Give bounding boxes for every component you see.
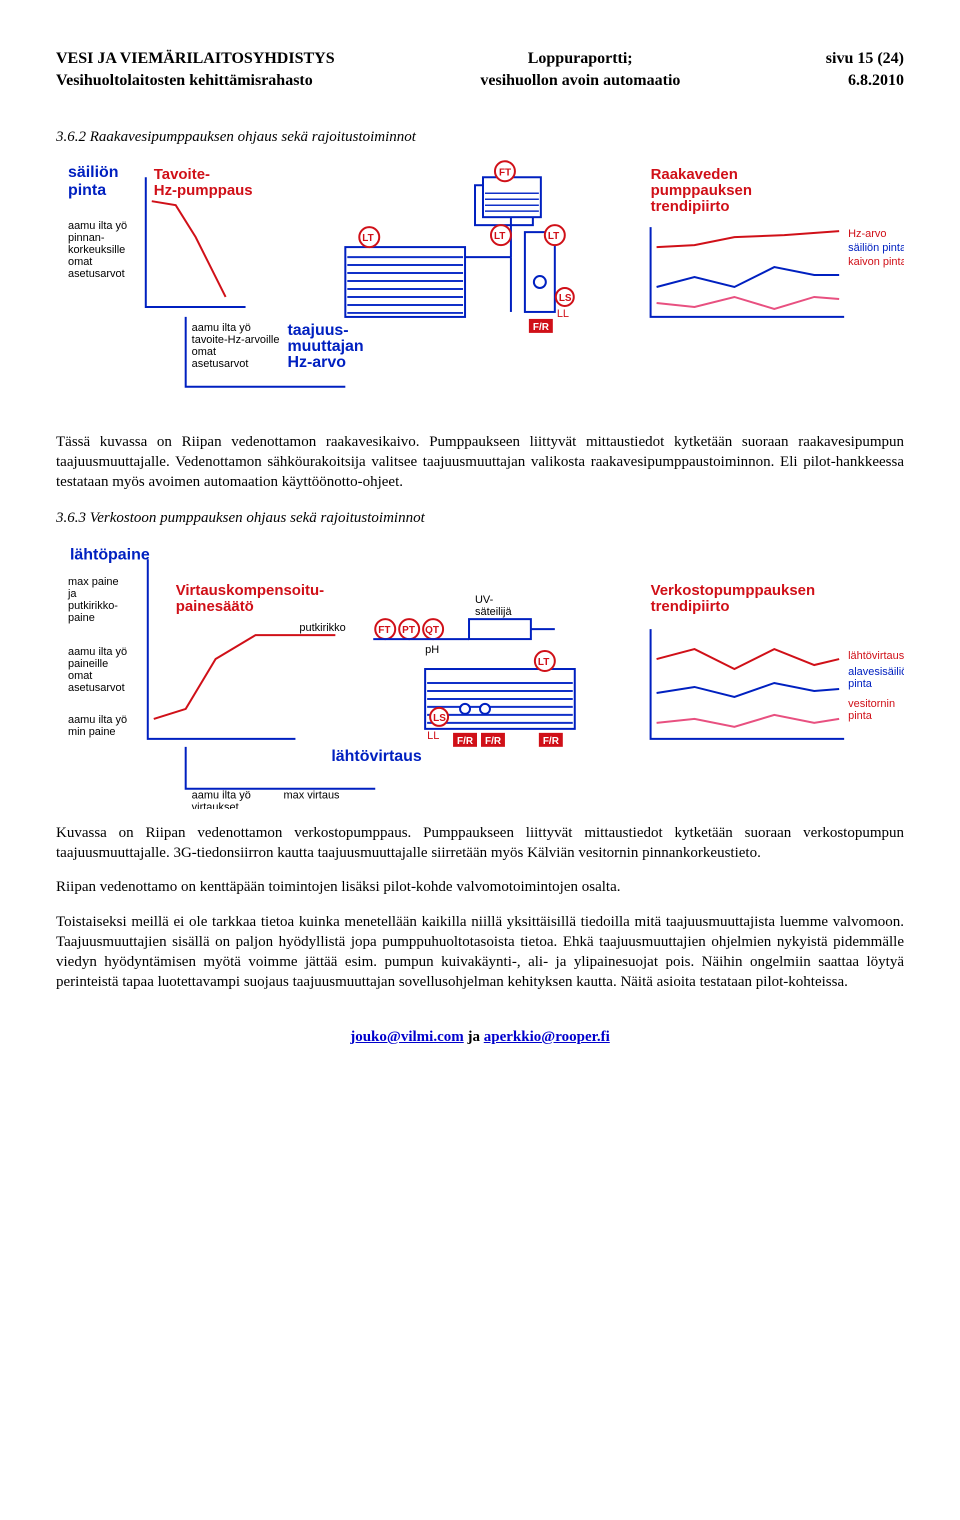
svg-text:FT: FT bbox=[499, 168, 511, 179]
svg-text:F/R: F/R bbox=[457, 736, 473, 747]
svg-text:säiliön pinta: säiliön pinta bbox=[848, 243, 904, 255]
svg-text:alavesisäiliönpinta: alavesisäiliönpinta bbox=[848, 666, 904, 690]
svg-text:aamu ilta yöpaineilleomatasetu: aamu ilta yöpaineilleomatasetusarvot bbox=[68, 646, 127, 694]
para-s2-3: Toistaiseksi meillä ei ole tarkkaa tieto… bbox=[56, 912, 904, 993]
svg-text:PT: PT bbox=[402, 625, 415, 636]
svg-text:LL: LL bbox=[427, 730, 439, 742]
footer-mid: ja bbox=[464, 1029, 484, 1045]
svg-text:FT: FT bbox=[378, 625, 390, 636]
page-num: sivu 15 (24) bbox=[826, 48, 904, 70]
para-s2-1: Kuvassa on Riipan vedenottamon verkostop… bbox=[56, 823, 904, 864]
diagram-network-pump: lähtöpaine max painejaputkirikko-paine a… bbox=[56, 539, 904, 815]
svg-text:pH: pH bbox=[425, 644, 439, 656]
svg-text:UV-säteilijä: UV-säteilijä bbox=[475, 594, 512, 618]
svg-text:LS: LS bbox=[433, 713, 446, 724]
svg-text:LT: LT bbox=[362, 234, 373, 245]
svg-text:lähtövirtaus: lähtövirtaus bbox=[848, 650, 904, 662]
svg-text:Hz-arvo: Hz-arvo bbox=[848, 229, 886, 241]
svg-text:Tavoite-Hz-pumppaus: Tavoite-Hz-pumppaus bbox=[154, 167, 253, 200]
svg-text:Verkostopumppauksentrendipiirt: Verkostopumppauksentrendipiirto bbox=[651, 582, 816, 615]
footer: jouko@vilmi.com ja aperkkio@rooper.fi bbox=[56, 1027, 904, 1047]
svg-text:aamu ilta yömin paine: aamu ilta yömin paine bbox=[68, 714, 127, 738]
header-row-1: VESI JA VIEMÄRILAITOSYHDISTYS Loppurapor… bbox=[56, 48, 904, 70]
doc-date: 6.8.2010 bbox=[848, 70, 904, 92]
svg-text:lähtövirtaus: lähtövirtaus bbox=[331, 747, 422, 764]
email-link-1[interactable]: jouko@vilmi.com bbox=[350, 1029, 464, 1045]
doc-sub: vesihuollon avoin automaatio bbox=[480, 70, 680, 92]
section-title-1: 3.6.2 Raakavesipumppauksen ohjaus sekä r… bbox=[56, 127, 904, 147]
org-name: VESI JA VIEMÄRILAITOSYHDISTYS bbox=[56, 48, 335, 70]
svg-text:lähtöpaine: lähtöpaine bbox=[70, 546, 150, 563]
svg-text:F/R: F/R bbox=[485, 736, 501, 747]
para-s2-2: Riipan vedenottamo on kenttäpään toimint… bbox=[56, 877, 904, 897]
org-sub: Vesihuoltolaitosten kehittämisrahasto bbox=[56, 70, 313, 92]
svg-text:aamu ilta yöpinnan-korkeuksill: aamu ilta yöpinnan-korkeuksilleomatasetu… bbox=[68, 221, 127, 281]
svg-text:LT: LT bbox=[548, 232, 559, 243]
svg-text:LL: LL bbox=[557, 308, 569, 320]
doc-title: Loppuraportti; bbox=[528, 48, 633, 70]
svg-text:Raakavedenpumppauksentrendipii: Raakavedenpumppauksentrendipiirto bbox=[651, 167, 752, 216]
svg-text:kaivon pinta: kaivon pinta bbox=[848, 256, 904, 268]
svg-text:Virtauskompensoitu-painesäätö: Virtauskompensoitu-painesäätö bbox=[176, 582, 324, 615]
svg-text:LS: LS bbox=[559, 293, 572, 304]
svg-text:aamu ilta yövirtaukset: aamu ilta yövirtaukset bbox=[192, 789, 251, 808]
svg-text:taajuus-muuttajanHz-arvo: taajuus-muuttajanHz-arvo bbox=[287, 322, 363, 371]
email-link-2[interactable]: aperkkio@rooper.fi bbox=[484, 1029, 610, 1045]
svg-text:QT: QT bbox=[425, 625, 439, 636]
svg-text:aamu ilta yötavoite-Hz-arvoill: aamu ilta yötavoite-Hz-arvoilleomatasetu… bbox=[192, 322, 280, 370]
svg-text:vesitorninpinta: vesitorninpinta bbox=[848, 698, 895, 722]
svg-text:säiliönpinta: säiliönpinta bbox=[68, 165, 119, 200]
svg-text:putkirikko: putkirikko bbox=[299, 622, 345, 634]
svg-text:F/R: F/R bbox=[543, 736, 559, 747]
svg-text:LT: LT bbox=[494, 232, 505, 243]
diagram-raw-water: säiliönpinta aamu ilta yöpinnan-korkeuks… bbox=[56, 157, 904, 423]
svg-text:max painejaputkirikko-paine: max painejaputkirikko-paine bbox=[67, 576, 119, 624]
section-title-2: 3.6.3 Verkostoon pumppauksen ohjaus sekä… bbox=[56, 508, 904, 528]
svg-text:max virtaus: max virtaus bbox=[283, 789, 340, 801]
svg-text:F/R: F/R bbox=[533, 322, 549, 333]
svg-text:LT: LT bbox=[538, 657, 549, 668]
header-row-2: Vesihuoltolaitosten kehittämisrahasto ve… bbox=[56, 70, 904, 92]
para-s1: Tässä kuvassa on Riipan vedenottamon raa… bbox=[56, 432, 904, 493]
